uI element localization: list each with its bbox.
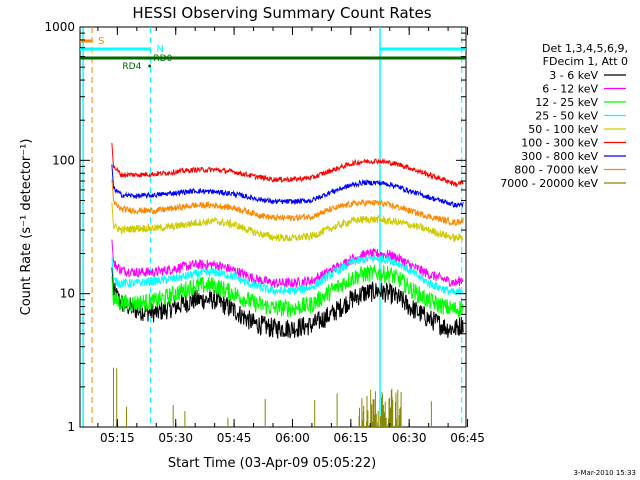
- legend-label: 7000 - 20000 keV: [500, 177, 598, 190]
- x-tick-label: 05:30: [158, 431, 193, 445]
- rd4-label: RD4: [122, 62, 141, 72]
- series-line: [111, 179, 464, 227]
- legend-label: 100 - 300 keV: [521, 137, 598, 150]
- x-tick-label: 05:45: [217, 431, 252, 445]
- legend-label: 3 - 6 keV: [549, 69, 598, 82]
- series-line: [111, 142, 464, 188]
- series-line: [113, 367, 432, 427]
- series-line: [111, 267, 464, 340]
- series-line: [111, 164, 464, 209]
- rd0-label: RD0: [153, 54, 172, 64]
- y-tick-label: 1: [67, 420, 75, 434]
- x-tick-label: 06:15: [334, 431, 369, 445]
- y-tick-label: 10: [60, 287, 75, 301]
- axis-ticks: 05:15 05:30 05:45 06:00 06:15 06:30 06:45 1 10 10…: [44, 20, 484, 445]
- legend-label: 800 - 7000 keV: [514, 164, 598, 177]
- night-label: N: [156, 44, 163, 55]
- legend-label: 50 - 100 keV: [528, 123, 598, 136]
- series-layer: [111, 142, 464, 427]
- footer-timestamp: 3-Mar-2010 15:33: [574, 469, 636, 477]
- legend-label: 12 - 25 keV: [535, 96, 598, 109]
- series-line: [111, 254, 464, 296]
- series-line: [111, 239, 464, 289]
- legend-label: 300 - 800 keV: [521, 150, 598, 163]
- x-tick-label: 06:00: [275, 431, 310, 445]
- chart-title: HESSI Observing Summary Count Rates: [132, 4, 431, 22]
- series-line: [111, 202, 464, 243]
- y-axis-label: Count Rate (s⁻¹ detector⁻¹): [19, 139, 34, 316]
- legend-header-2: FDecim 1, Att 0: [543, 55, 628, 68]
- legend-label: 6 - 12 keV: [542, 83, 598, 96]
- y-tick-label: 100: [52, 153, 75, 167]
- saa-label: S: [98, 36, 104, 47]
- legend-label: 25 - 50 keV: [535, 110, 598, 123]
- rd4-point: [148, 64, 152, 68]
- legend: Det 1,3,4,5,6,9, FDecim 1, Att 0 3 - 6 k…: [500, 42, 628, 190]
- x-tick-label: 06:45: [450, 431, 485, 445]
- x-tick-label: 06:30: [392, 431, 427, 445]
- y-tick-label: 1000: [44, 20, 75, 34]
- x-axis-label: Start Time (03-Apr-09 05:05:22): [168, 456, 376, 471]
- series-line: [111, 264, 464, 318]
- x-tick-label: 05:15: [100, 431, 135, 445]
- legend-header-1: Det 1,3,4,5,6,9,: [542, 42, 628, 55]
